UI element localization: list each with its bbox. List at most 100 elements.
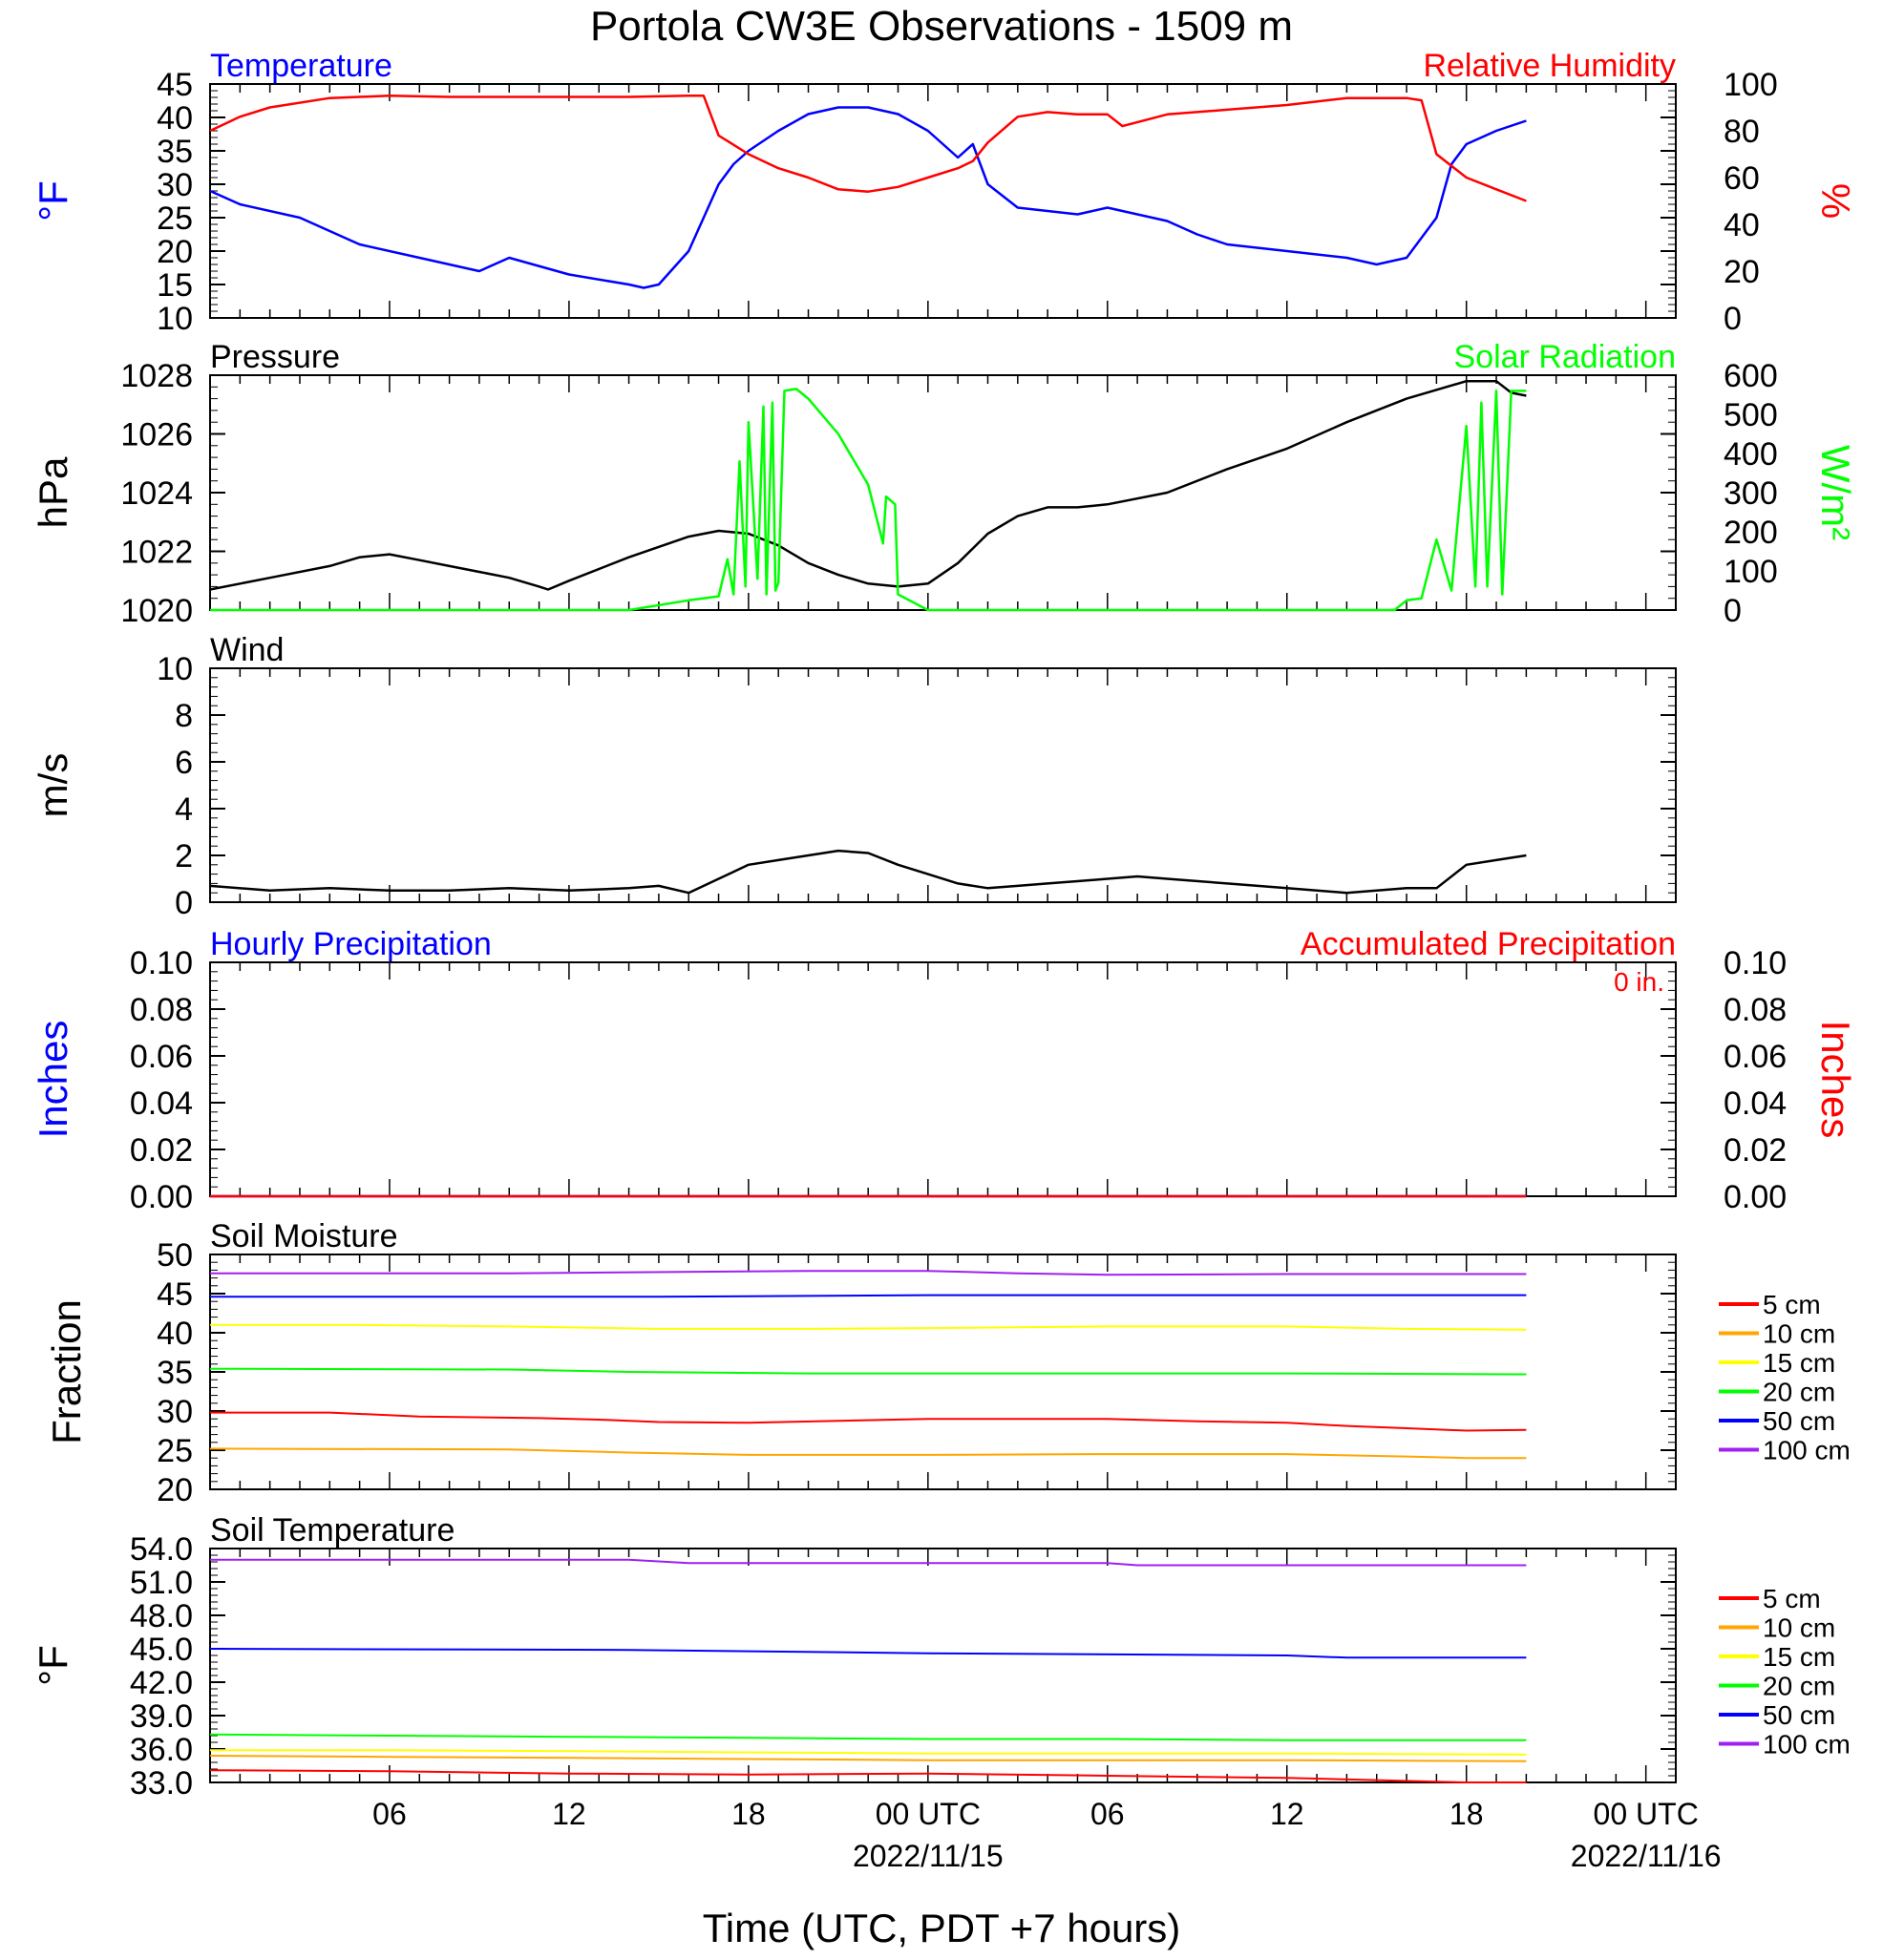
y-tick-label: 1020 xyxy=(120,593,193,629)
y-tick-label: 48.0 xyxy=(130,1598,193,1634)
series-line-5-cm xyxy=(209,1769,1527,1783)
series-line-pressure xyxy=(209,379,1527,591)
panel-left-title: Soil Temperature xyxy=(210,1512,455,1549)
y2-tick-label: 60 xyxy=(1724,160,1760,197)
y-tick-label: 0 xyxy=(175,885,193,921)
x-tick-date: 2022/11/15 xyxy=(853,1839,1004,1873)
y-tick-label: 40 xyxy=(157,1316,193,1352)
series-line-50-cm xyxy=(209,1648,1527,1659)
series-line-100-cm xyxy=(210,1270,1527,1276)
y-tick-label: 33.0 xyxy=(130,1765,193,1802)
y-axis-unit: hPa xyxy=(31,456,75,528)
y-tick-label: 40 xyxy=(157,100,193,137)
y-tick-label: 51.0 xyxy=(130,1565,193,1601)
accumulation-annotation: 0 in. xyxy=(1614,967,1664,997)
y2-tick-label: 0.02 xyxy=(1724,1132,1787,1169)
y-tick-label: 8 xyxy=(175,698,193,734)
panel-frame xyxy=(209,1548,1677,1783)
y-tick-label: 54.0 xyxy=(130,1531,193,1568)
legend-label: 5 cm xyxy=(1763,1290,1821,1319)
y-tick-label: 25 xyxy=(157,1433,193,1469)
y-tick-label: 35 xyxy=(157,134,193,170)
y-tick-label: 25 xyxy=(157,200,193,237)
legend-label: 100 cm xyxy=(1763,1436,1851,1465)
y2-tick-label: 80 xyxy=(1724,114,1760,150)
y-axis-unit: °F xyxy=(31,180,75,221)
series-line-solar-radiation xyxy=(210,388,1527,612)
panel-left-title: Temperature xyxy=(210,48,392,84)
legend-label: 100 cm xyxy=(1763,1730,1851,1760)
y2-tick-label: 20 xyxy=(1724,254,1760,290)
x-tick-label: 12 xyxy=(1270,1797,1304,1831)
y-axis-unit: Fraction xyxy=(44,1299,89,1444)
legend-label: 10 cm xyxy=(1763,1319,1835,1349)
y2-tick-label: 0.06 xyxy=(1724,1039,1787,1075)
series-line-20-cm xyxy=(209,1733,1527,1741)
x-tick-label: 00 UTC xyxy=(876,1797,981,1831)
panel-2: 10 8 6 4 2 0 m/s Wind xyxy=(31,632,1677,921)
x-tick-label: 06 xyxy=(372,1797,407,1831)
y-tick-label: 36.0 xyxy=(130,1732,193,1768)
panel-right-title: Relative Humidity xyxy=(1423,48,1676,84)
y2-tick-label: 0.00 xyxy=(1724,1179,1787,1215)
legend-label: 20 cm xyxy=(1763,1672,1835,1701)
y2-tick-label: 300 xyxy=(1724,475,1778,512)
y-tick-label: 30 xyxy=(157,167,193,203)
figure-title: Portola CW3E Observations - 1509 m xyxy=(590,3,1293,50)
panel-5: 54.051.048.045.042.039.036.033.0 °F Soil T… xyxy=(31,1512,1851,1802)
legend-label: 50 cm xyxy=(1763,1406,1835,1436)
y2-tick-label: 100 xyxy=(1724,554,1778,590)
panel-left-title: Soil Moisture xyxy=(210,1218,398,1254)
series-line-relative-humidity xyxy=(209,95,1527,202)
series-line-20-cm xyxy=(209,1367,1527,1376)
y2-axis-unit: W/m² xyxy=(1813,445,1858,540)
y2-tick-label: 200 xyxy=(1724,515,1778,551)
y-tick-label: 1024 xyxy=(120,475,193,512)
y-axis-unit: °F xyxy=(31,1645,75,1685)
y-tick-label: 0.08 xyxy=(130,992,193,1028)
legend-label: 20 cm xyxy=(1763,1378,1835,1407)
panel-left-title: Pressure xyxy=(210,339,340,375)
y2-axis-unit: % xyxy=(1813,183,1858,219)
series-line-wind xyxy=(209,849,1527,895)
y2-axis-unit: Inches xyxy=(1813,1021,1858,1139)
y-tick-label: 45 xyxy=(157,1276,193,1313)
y-tick-label: 45.0 xyxy=(130,1632,193,1668)
y-tick-label: 6 xyxy=(175,745,193,781)
panel-right-title: Accumulated Precipitation xyxy=(1301,926,1676,962)
y-tick-label: 42.0 xyxy=(130,1665,193,1701)
panel-frame xyxy=(209,83,1677,319)
x-tick-label: 18 xyxy=(1449,1797,1484,1831)
legend-label: 15 cm xyxy=(1763,1642,1835,1672)
y-tick-label: 1028 xyxy=(120,358,193,394)
y-tick-label: 1026 xyxy=(120,417,193,453)
y-tick-label: 0.10 xyxy=(130,945,193,981)
y-tick-label: 10 xyxy=(157,651,193,687)
y2-tick-label: 400 xyxy=(1724,436,1778,473)
y-tick-label: 39.0 xyxy=(130,1698,193,1735)
y2-tick-label: 40 xyxy=(1724,207,1760,243)
series-line-15-cm xyxy=(210,1749,1527,1756)
y2-tick-label: 600 xyxy=(1724,358,1778,394)
x-tick-label: 12 xyxy=(552,1797,586,1831)
y-tick-label: 20 xyxy=(157,234,193,270)
y-tick-label: 10 xyxy=(157,301,193,337)
x-tick-label: 00 UTC xyxy=(1594,1797,1699,1831)
y-tick-label: 45 xyxy=(157,67,193,103)
panel-3: 0.10 0.08 0.06 0.04 0.02 0.00 0.10 0.08 0.06 0.04… xyxy=(31,926,1858,1215)
panel-frame xyxy=(209,667,1677,903)
legend-label: 15 cm xyxy=(1763,1348,1835,1378)
y-tick-label: 1022 xyxy=(120,535,193,571)
legend-label: 10 cm xyxy=(1763,1613,1835,1643)
y2-tick-label: 0.10 xyxy=(1724,945,1787,981)
x-tick-date: 2022/11/16 xyxy=(1571,1839,1722,1873)
y-tick-label: 0.06 xyxy=(130,1039,193,1075)
series-line-100-cm xyxy=(210,1558,1527,1567)
legend-label: 5 cm xyxy=(1763,1584,1821,1613)
y-tick-label: 30 xyxy=(157,1394,193,1430)
legend-label: 50 cm xyxy=(1763,1700,1835,1730)
panel-right-title: Solar Radiation xyxy=(1454,339,1676,375)
